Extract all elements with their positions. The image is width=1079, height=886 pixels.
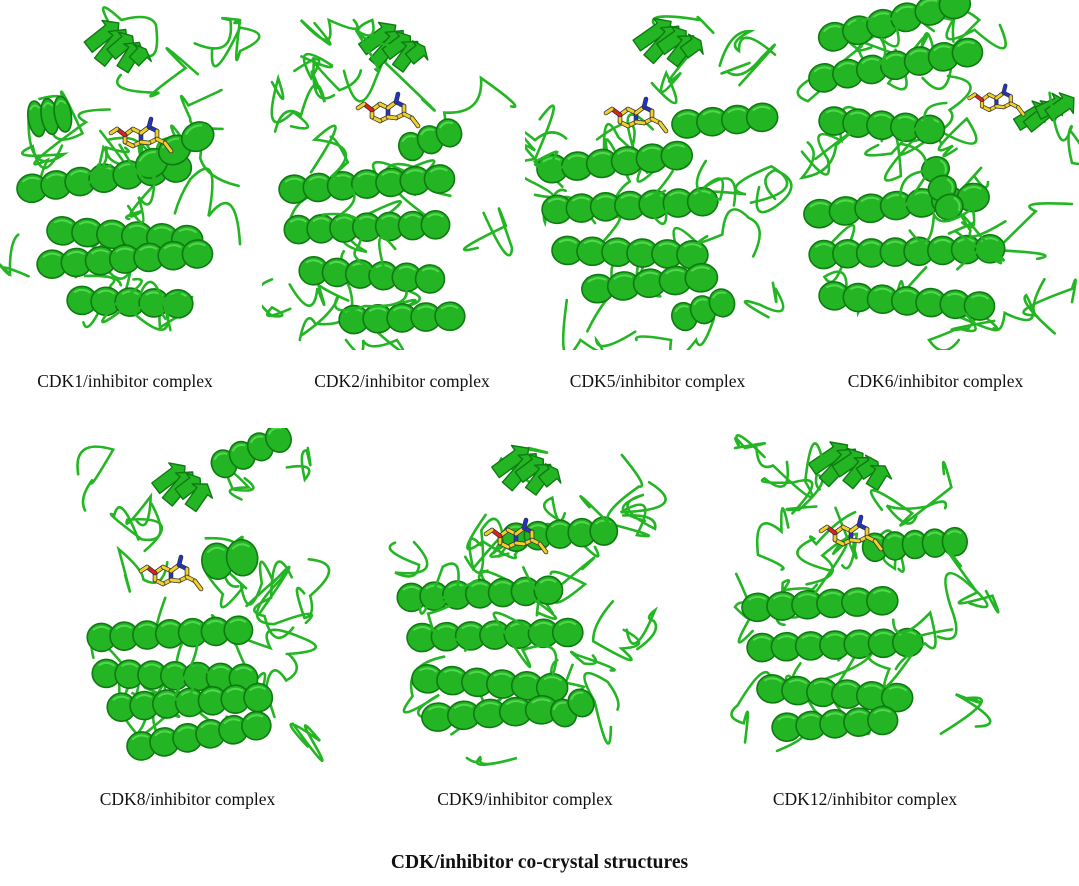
coil-loops	[532, 29, 785, 319]
alpha-helix	[397, 118, 463, 162]
inhibitor-ligand	[967, 83, 1026, 117]
cdk8-structure	[76, 428, 331, 762]
coil-loops	[755, 442, 1000, 688]
panel-cdk6: CDK6/inhibitor complex	[792, 0, 1079, 400]
coil-loops	[273, 17, 408, 337]
alpha-helix	[283, 210, 451, 245]
alpha-helix	[920, 155, 964, 221]
alpha-helix	[670, 288, 736, 332]
alpha-helix	[536, 140, 694, 184]
alpha-helix	[66, 285, 194, 319]
coil-loops	[798, 16, 1079, 350]
caption-cdk5: CDK5/inhibitor complex	[569, 371, 746, 391]
panel-cdk2: CDK2/inhibitor complex	[262, 0, 532, 400]
alpha-helix	[46, 216, 204, 255]
beta-strand	[404, 40, 429, 65]
caption-cdk1: CDK1/inhibitor complex	[37, 371, 213, 391]
caption-cdk6: CDK6/inhibitor complex	[847, 371, 1024, 391]
alpha-helix	[818, 281, 996, 321]
coil-loops	[525, 15, 793, 350]
caption-cdk9: CDK9/inhibitor complex	[437, 789, 613, 809]
alpha-helix	[396, 575, 564, 613]
figure-title: CDK/inhibitor co-crystal structures	[390, 852, 689, 873]
alpha-helix	[808, 37, 984, 93]
cdk9-structure	[388, 444, 667, 767]
alpha-helix	[338, 301, 466, 335]
coil-loops	[67, 16, 261, 332]
alpha-helix	[671, 102, 779, 139]
protein-ribbon	[0, 6, 261, 332]
protein-ribbon	[76, 428, 331, 762]
alpha-helix	[803, 182, 990, 229]
panel-cdk9: CDK9/inhibitor complex	[375, 428, 675, 818]
beta-strand	[679, 33, 704, 59]
inhibitor-ligand	[603, 96, 669, 134]
alpha-helix	[771, 705, 899, 742]
inhibitor-ligand	[108, 116, 174, 154]
alpha-helix	[406, 617, 584, 653]
protein-ribbon	[525, 15, 793, 350]
alpha-helix	[581, 262, 719, 304]
alpha-helix	[411, 664, 569, 703]
protein-ribbon	[262, 17, 517, 350]
beta-strand	[865, 465, 893, 492]
inhibitor-ligand	[818, 514, 884, 552]
cdk1-structure	[0, 6, 261, 332]
cdk6-structure	[796, 0, 1079, 350]
beta-strand	[184, 483, 214, 513]
cdk12-structure	[730, 434, 1000, 753]
beta-strand	[537, 463, 562, 488]
alpha-helix	[550, 688, 595, 728]
alpha-helix	[746, 627, 924, 663]
inhibitor-ligand	[355, 91, 421, 129]
alpha-helix	[298, 256, 446, 294]
panel-cdk8: CDK8/inhibitor complex	[40, 428, 340, 818]
protein-ribbon	[388, 444, 667, 767]
caption-cdk8: CDK8/inhibitor complex	[99, 789, 276, 809]
panel-cdk5: CDK5/inhibitor complex	[525, 0, 795, 400]
protein-ribbon	[796, 0, 1079, 350]
alpha-helix	[134, 121, 215, 179]
cdk5-structure	[525, 15, 793, 350]
alpha-helix	[741, 585, 899, 623]
alpha-helix	[86, 615, 254, 653]
alpha-helix	[817, 0, 972, 52]
alpha-helix	[818, 106, 946, 145]
alpha-helix	[126, 710, 272, 761]
alpha-helix	[36, 239, 214, 279]
coil-loops	[418, 453, 659, 676]
alpha-helix	[106, 682, 274, 723]
alpha-helix	[201, 539, 259, 581]
alpha-helix	[27, 95, 73, 138]
inhibitor-ligand	[483, 517, 549, 555]
alpha-helix	[210, 428, 292, 479]
alpha-helix	[551, 235, 709, 270]
alpha-helix	[541, 186, 719, 225]
cdk2-structure	[262, 17, 517, 350]
inhibitor-ligand	[138, 554, 204, 592]
alpha-helix	[421, 695, 559, 732]
alpha-helix	[756, 674, 914, 713]
caption-cdk12: CDK12/inhibitor complex	[772, 789, 958, 809]
alpha-helix	[861, 526, 968, 563]
beta-strand	[128, 43, 153, 67]
alpha-helix	[278, 164, 456, 204]
panel-cdk12: CDK12/inhibitor complex	[715, 428, 1015, 818]
caption-cdk2: CDK2/inhibitor complex	[314, 371, 490, 391]
protein-ribbon	[730, 434, 1000, 753]
panel-cdk1: CDK1/inhibitor complex	[0, 0, 270, 400]
